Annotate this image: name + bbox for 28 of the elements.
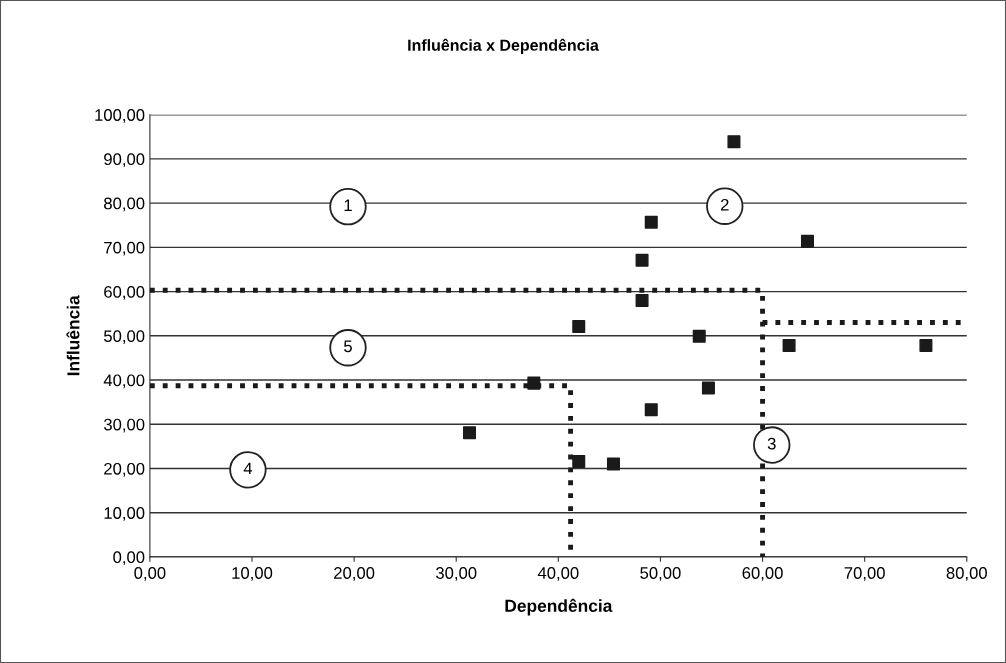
y-tick-label: 20,00 [104, 462, 145, 477]
x-axis-title: Dependência [505, 598, 613, 616]
y-axis-title: Influência [66, 295, 80, 376]
x-tick-label: 0,00 [134, 567, 166, 581]
x-tick-label: 50,00 [640, 567, 681, 581]
x-tick-label: 60,00 [742, 567, 783, 581]
x-tick-label: 10,00 [232, 567, 273, 581]
y-tick-label: 80,00 [104, 197, 145, 212]
y-tick-label: 10,00 [104, 507, 145, 521]
chart-title: Influência x Dependência [408, 38, 599, 55]
x-tick-label: 20,00 [334, 567, 375, 581]
y-tick-label: 30,00 [103, 418, 145, 433]
annotation: 4 [243, 462, 253, 475]
annotation: 5 [344, 340, 352, 353]
x-tick-label: 70,00 [844, 567, 885, 581]
x-tick-label: 80,00 [946, 567, 987, 581]
x-tick-label: 30,00 [436, 567, 477, 581]
y-tick-label: 50,00 [104, 330, 145, 344]
annotation: 1 [344, 199, 352, 211]
annotation: 2 [720, 198, 729, 211]
y-tick-label: 70,00 [104, 241, 145, 256]
annotation: 3 [767, 437, 776, 450]
y-tick-label: 90,00 [104, 153, 145, 168]
y-tick-label: 100,00 [95, 109, 145, 123]
y-tick-label: 60,00 [104, 285, 145, 300]
y-tick-label: 40,00 [103, 374, 145, 389]
x-tick-label: 40,00 [537, 567, 579, 581]
y-tick-label: 0,00 [113, 551, 145, 566]
